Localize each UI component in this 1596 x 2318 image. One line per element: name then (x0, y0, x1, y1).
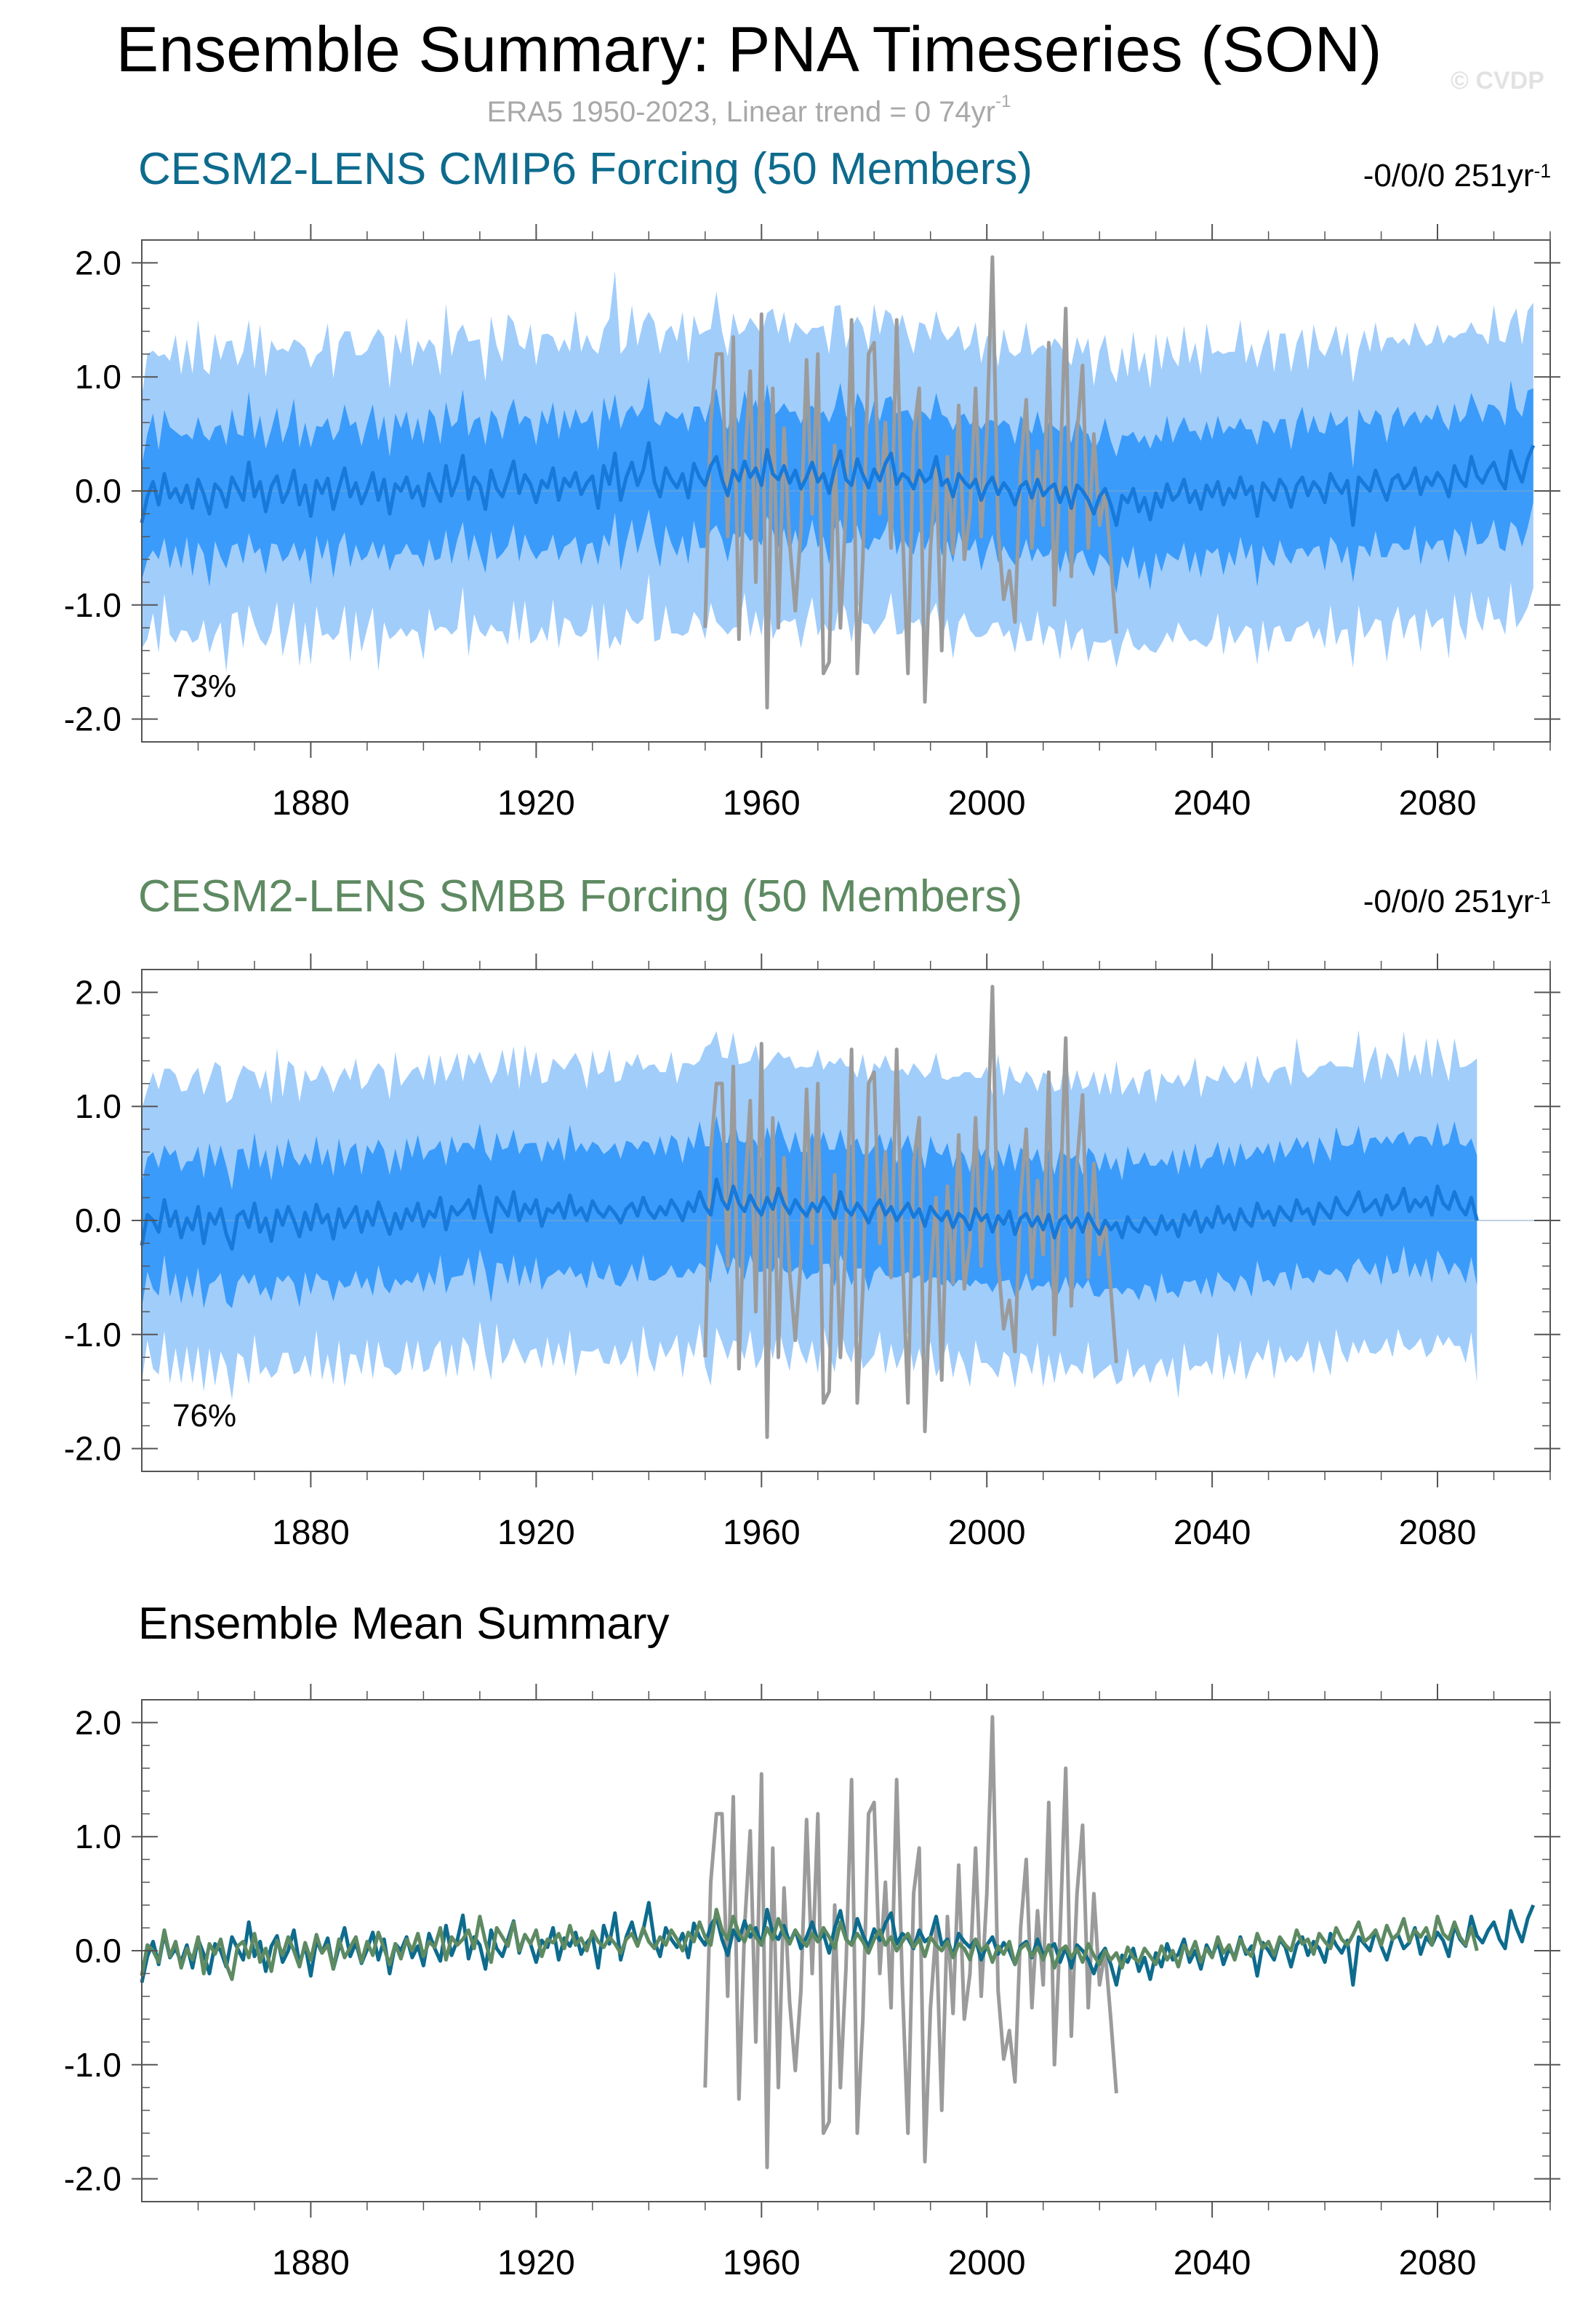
panel2-trend-exponent: -1 (1533, 886, 1551, 908)
panel2-axes: 2.0 1.0 0.0 -1.0 -2.0 1880 1920 1960 2000 2040 208… (64, 954, 1560, 1552)
x-tick-label: 1880 (272, 2244, 350, 2282)
y-tick-label: 2.0 (75, 1703, 121, 1741)
smbb-mean-line (140, 1908, 1479, 1981)
panel3-axes: 2.0 1.0 0.0 -1.0 -2.0 1880 1920 1960 2000 2040 208… (64, 1684, 1560, 2282)
x-tick-label: 2040 (1174, 2244, 1251, 2282)
x-tick-label: 2080 (1399, 2244, 1477, 2282)
panel2-trend: -0/0/0 251yr-1 (1363, 880, 1551, 924)
x-tick-label: 2040 (1174, 1514, 1251, 1552)
panel1-trend-exponent: -1 (1533, 160, 1551, 183)
x-tick-label: 1960 (723, 784, 801, 823)
y-tick-label: -1.0 (64, 586, 121, 624)
panel1-plot: 73% (140, 255, 1550, 710)
y-tick-label: 2.0 (75, 244, 121, 281)
y-tick-label: 1.0 (75, 1818, 121, 1855)
x-tick-label: 2080 (1399, 1514, 1477, 1552)
page-title: Ensemble Summary: PNA Timeseries (SON) (116, 13, 1382, 85)
percent-label: 76% (172, 1398, 236, 1434)
ensemble-mean-line (140, 1178, 1479, 1251)
plot-frame (141, 969, 1551, 1472)
x-tick-label: 1880 (272, 784, 350, 823)
watermark: © CVDP (1451, 67, 1544, 95)
obs-trend-label: ERA5 1950-2023, Linear trend = 0 74yr-1 (0, 92, 1498, 129)
plot-frame (141, 239, 1551, 743)
y-tick-label: 2.0 (75, 973, 121, 1011)
y-tick-label: 0.0 (75, 1202, 121, 1239)
percent-label: 73% (172, 668, 236, 704)
y-tick-label: -2.0 (64, 1430, 121, 1468)
x-tick-label: 2000 (948, 784, 1026, 823)
panel2-title: CESM2-LENS SMBB Forcing (50 Members) (138, 871, 1023, 922)
panel1-trend: -0/0/0 251yr-1 (1363, 154, 1551, 198)
ensemble-mean-line (140, 441, 1536, 527)
obs-line (703, 985, 1118, 1439)
x-tick-label: 1880 (272, 1514, 350, 1552)
y-tick-label: 1.0 (75, 358, 121, 396)
x-tick-label: 2080 (1399, 784, 1477, 823)
x-tick-label: 1960 (723, 2244, 801, 2282)
x-tick-label: 2000 (948, 2244, 1026, 2282)
x-tick-label: 2000 (948, 1514, 1026, 1552)
y-tick-label: -1.0 (64, 1316, 121, 1354)
y-tick-label: -2.0 (64, 2160, 121, 2198)
panel1-trend-text: -0/0/0 251yr (1363, 158, 1534, 193)
x-tick-label: 1960 (723, 1514, 801, 1552)
obs-line (703, 255, 1118, 710)
x-tick-label: 1920 (497, 1514, 575, 1552)
obs-trend-exponent: -1 (995, 92, 1011, 111)
panel1-axes: 2.0 1.0 0.0 -1.0 -2.0 1880 1920 1960 2000 2040 208… (64, 224, 1560, 823)
obs-trend-text: ERA5 1950-2023, Linear trend = 0 74yr (486, 96, 995, 128)
panel2-trend-text: -0/0/0 251yr (1363, 884, 1534, 919)
x-tick-label: 1920 (497, 784, 575, 823)
obs-line (703, 1715, 1118, 2170)
x-tick-label: 1920 (497, 2244, 575, 2282)
x-tick-label: 2040 (1174, 784, 1251, 823)
plot-frame (141, 1699, 1551, 2202)
panel3-title: Ensemble Mean Summary (138, 1599, 670, 1649)
y-tick-label: 1.0 (75, 1087, 121, 1125)
y-tick-label: 0.0 (75, 1932, 121, 1970)
panel1-title: CESM2-LENS CMIP6 Forcing (50 Members) (138, 144, 1032, 194)
y-tick-label: 0.0 (75, 472, 121, 510)
y-tick-label: -2.0 (64, 700, 121, 738)
panel2-plot: 76% (140, 985, 1550, 1439)
y-tick-label: -1.0 (64, 2046, 121, 2084)
panel3-plot (140, 1715, 1536, 2170)
